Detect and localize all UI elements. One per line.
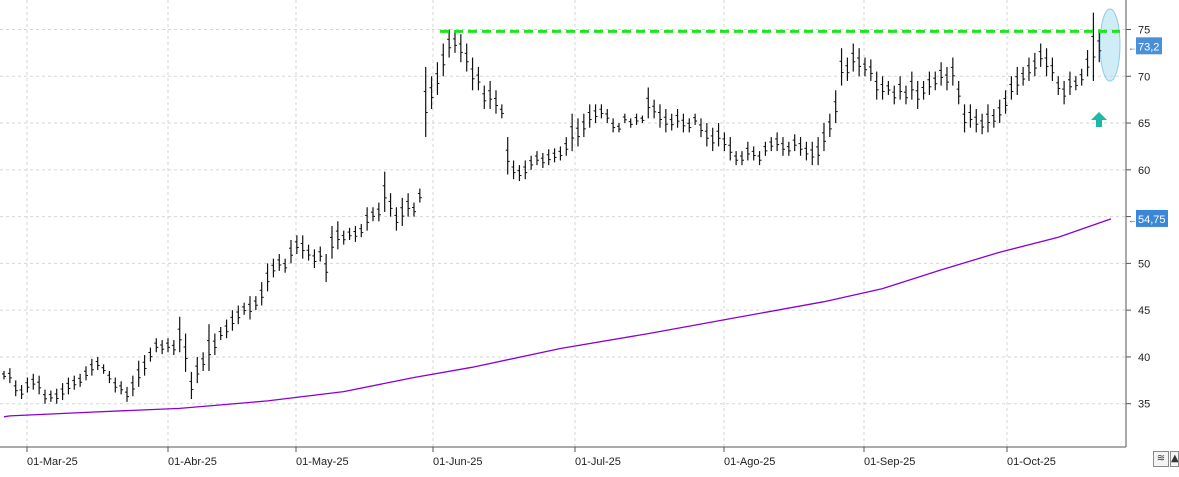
x-tick-label: 01-Mar-25 (27, 456, 78, 468)
y-tick-label: 50 (1138, 258, 1150, 270)
highlight-ellipse (1099, 8, 1121, 82)
x-tick-label: 01-Sep-25 (864, 456, 915, 468)
last-price-badge (1136, 37, 1162, 55)
y-tick-label: 75 (1138, 24, 1150, 36)
wave-icon[interactable]: ≋ (1153, 451, 1169, 467)
last-price-label: 73,2 (1138, 41, 1159, 53)
x-tick-label: 01-Ago-25 (724, 456, 775, 468)
sma-line (3, 218, 1112, 418)
y-tick-label: 45 (1138, 305, 1150, 317)
triangle-icon[interactable]: ▲ (1170, 451, 1179, 467)
y-tick-label: 70 (1138, 71, 1150, 83)
sma-value-label: 54,75 (1138, 214, 1166, 226)
x-tick-label: 01-Jul-25 (575, 456, 621, 468)
y-tick-label: 60 (1138, 165, 1150, 177)
y-tick-label: 35 (1138, 399, 1150, 411)
arrow-up-icon (1091, 112, 1107, 127)
x-tick-label: 01-May-25 (296, 456, 349, 468)
y-tick-label: 65 (1138, 118, 1150, 130)
x-tick-label: 01-Jun-25 (433, 456, 483, 468)
x-tick-label: 01-Abr-25 (168, 456, 217, 468)
sma-value-badge (1136, 209, 1168, 227)
sma-pointer: ← (1128, 215, 1137, 225)
last-price-pointer: ← (1128, 42, 1137, 52)
y-tick-label: 40 (1138, 352, 1150, 364)
x-tick-label: 01-Oct-25 (1007, 456, 1056, 468)
